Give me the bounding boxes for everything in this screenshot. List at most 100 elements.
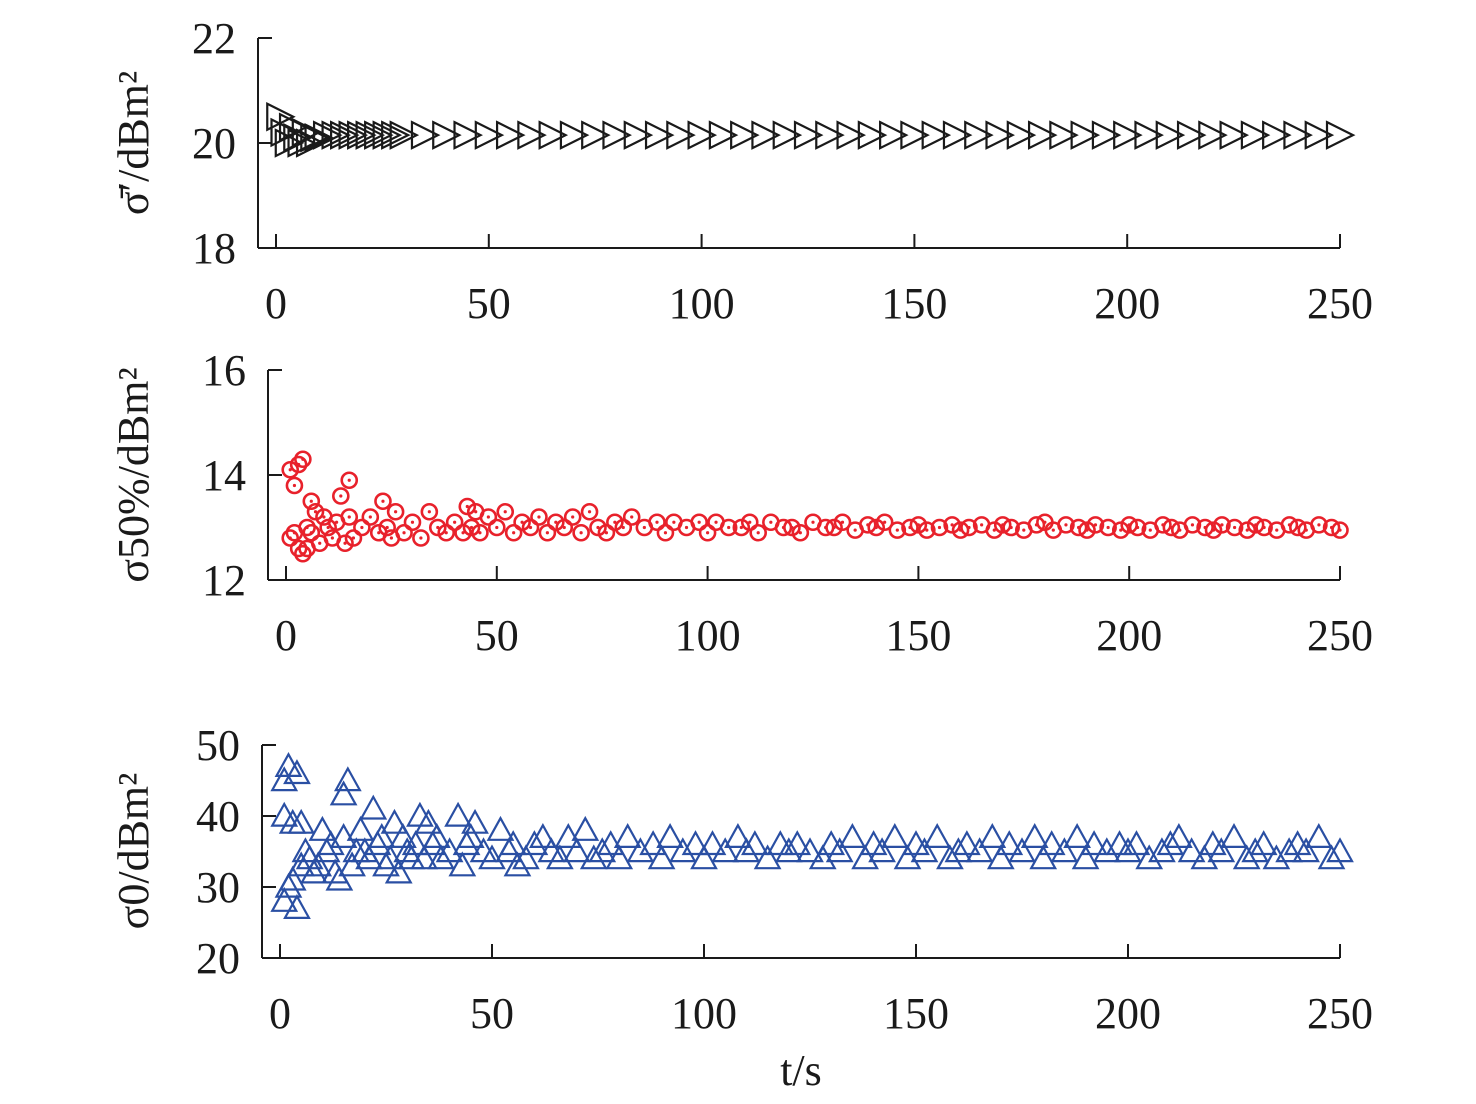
data-point: [414, 808, 443, 834]
data-point: [1070, 120, 1101, 150]
x-tick-label: 250: [1307, 611, 1373, 660]
data-point: [338, 851, 366, 877]
data-point: [435, 837, 464, 863]
x-tick-label: 250: [1307, 279, 1373, 328]
data-point: [749, 523, 767, 542]
data-point: [521, 518, 540, 537]
data-point: [340, 471, 359, 490]
data-point: [1283, 120, 1313, 150]
data-point: [724, 823, 752, 849]
data-point: [681, 830, 710, 856]
data-point: [329, 823, 358, 849]
data-point: [581, 120, 611, 150]
data-point: [751, 120, 781, 150]
x-tick-label: 200: [1094, 279, 1160, 328]
data-point: [437, 523, 456, 542]
data-point: [403, 513, 422, 532]
data-point: [418, 830, 447, 856]
data-point: [381, 120, 411, 150]
data-point: [453, 120, 483, 150]
data-point: [317, 830, 345, 856]
data-point: [1008, 837, 1036, 863]
data-point: [562, 837, 591, 863]
data-point: [930, 518, 949, 537]
data-point: [283, 894, 311, 920]
data-point: [965, 837, 994, 863]
data-point: [504, 523, 523, 542]
x-tick-label: 250: [1307, 989, 1373, 1038]
x-tick-label: 50: [475, 611, 519, 660]
data-point: [902, 830, 930, 856]
data-point: [347, 120, 377, 150]
data-point: [1198, 120, 1228, 150]
data-point: [1092, 837, 1121, 863]
data-point: [372, 851, 400, 877]
data-point: [474, 120, 505, 150]
data-point: [372, 120, 403, 150]
data-point: [985, 120, 1015, 150]
data-point: [783, 830, 812, 856]
data-point: [1006, 120, 1037, 150]
y-axis-label: σ50%/dBm²: [109, 367, 158, 582]
data-point: [1331, 521, 1349, 539]
data-point: [622, 508, 641, 526]
data-point: [1105, 830, 1134, 856]
data-point: [529, 823, 557, 849]
data-point: [602, 120, 632, 150]
data-point: [944, 837, 973, 863]
data-point: [793, 120, 824, 150]
data-point: [774, 837, 803, 863]
data-point: [287, 808, 316, 834]
data-point: [1310, 516, 1328, 534]
data-point: [342, 837, 371, 863]
data-point: [1165, 823, 1193, 849]
data-point: [1135, 844, 1164, 870]
data-point: [698, 523, 717, 542]
data-point: [1207, 837, 1236, 863]
x-tick-label: 100: [675, 611, 741, 660]
data-point: [888, 521, 907, 539]
data-point: [796, 837, 824, 863]
data-point: [1225, 518, 1244, 537]
data-point: [389, 120, 420, 150]
data-point: [623, 120, 654, 150]
data-point: [304, 122, 335, 153]
data-point: [644, 120, 675, 150]
data-point: [287, 851, 316, 877]
data-point: [555, 518, 574, 537]
data-point: [512, 844, 540, 870]
data-point: [302, 523, 321, 542]
data-point: [708, 120, 739, 150]
data-point: [1262, 120, 1292, 150]
data-point: [329, 780, 358, 806]
x-tick-label: 0: [265, 279, 287, 328]
data-point: [1183, 516, 1202, 534]
data-point: [960, 518, 978, 537]
data-point: [1027, 120, 1058, 150]
data-point: [270, 801, 299, 827]
data-point: [838, 823, 867, 849]
data-point: [278, 808, 307, 834]
data-point: [1325, 120, 1356, 150]
data-point: [687, 120, 718, 150]
panel-sigma-0: 20 30 40 50 0 50 100 150 200 250 σ0/dBm² t/s: [109, 721, 1373, 1095]
data-point: [923, 823, 952, 849]
data-point: [1037, 830, 1066, 856]
data-point: [639, 830, 667, 856]
data-point: [291, 837, 320, 863]
data-point: [384, 858, 413, 884]
data-point: [656, 523, 675, 542]
data-point: [1063, 823, 1091, 849]
data-point: [730, 120, 760, 150]
data-point: [378, 518, 396, 537]
data-point: [614, 518, 633, 537]
data-point: [495, 837, 523, 863]
x-tick-label: 200: [1096, 611, 1162, 660]
data-point: [1128, 518, 1147, 537]
data-point: [698, 830, 727, 856]
x-tick-label: 50: [470, 989, 514, 1038]
data-point: [1002, 518, 1020, 537]
y-tick-label: 12: [202, 556, 246, 605]
data-point: [1213, 516, 1231, 534]
data-point: [448, 851, 477, 877]
